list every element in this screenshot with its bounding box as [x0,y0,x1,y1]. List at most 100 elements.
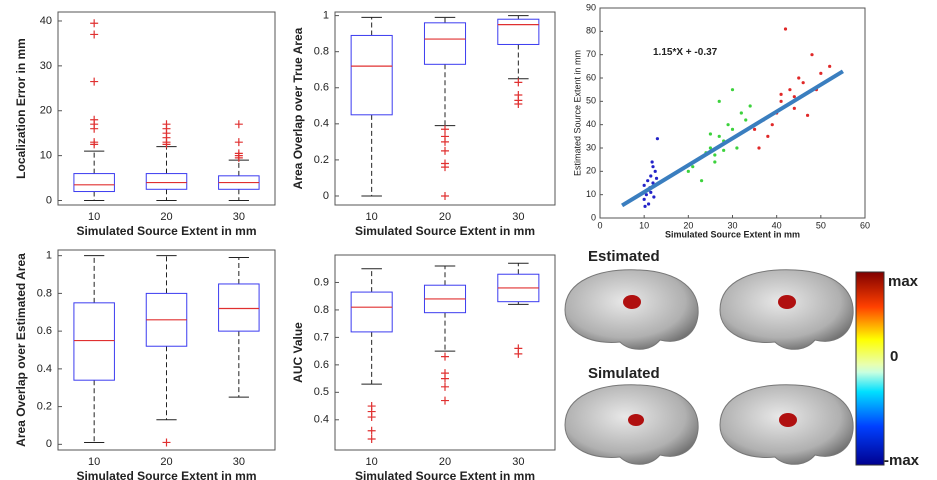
y-tick-label: 10 [586,189,596,199]
outlier [514,78,523,87]
point [655,137,660,141]
x-tick-label: 0 [597,220,602,230]
outlier [234,120,243,129]
row-label: Estimated [588,248,660,265]
brain [719,269,854,350]
point [649,190,653,194]
outlier [90,30,99,39]
outlier [234,138,243,147]
y-tick-label: 40 [586,119,596,129]
y-axis-label: Area Overlap over Estimated Area [14,253,28,447]
plot-frame [57,249,276,451]
point [691,165,695,169]
y-tick-label: 10 [40,150,52,162]
point [779,99,783,103]
y-tick-label: 20 [586,166,596,176]
x-tick-label: 30 [727,220,737,230]
x-tick-label: 30 [233,211,245,223]
point [730,88,735,92]
colorbar-label: 0 [890,348,898,365]
x-tick-label: 40 [772,220,782,230]
outlier [514,99,523,108]
outlier [367,413,376,422]
box [145,173,188,190]
point [643,204,647,208]
x-tick-label: 50 [816,220,826,230]
x-tick-label: 10 [639,220,649,230]
point [713,153,717,157]
y-tick-label: 0.7 [314,331,329,343]
y-tick-label: 0.4 [314,414,329,426]
point [650,160,654,164]
point [730,127,735,131]
x-tick-label: 60 [860,220,870,230]
outlier [441,382,449,391]
colorbar-label: -max [884,452,920,469]
point [717,134,721,138]
outlier [441,191,449,200]
point [739,111,743,115]
y-tick-label: 30 [40,60,52,72]
point [766,134,770,138]
point [805,113,810,117]
point [810,53,814,57]
y-tick-label: 0 [591,212,596,222]
point [653,169,657,173]
x-tick-label: 20 [439,456,451,468]
y-tick-label: 40 [40,15,52,27]
x-tick-label: 10 [88,456,100,468]
x-tick-label: 20 [160,456,172,468]
x-tick-label: 10 [366,211,378,223]
y-axis-label: Area Overlap over True Area [291,27,305,189]
point [652,195,656,199]
point [722,148,726,152]
box [73,302,115,381]
y-axis-label: Estimated Source Extent in mm [572,50,582,176]
outlier [367,426,376,435]
x-tick-label: 30 [512,456,524,468]
y-tick-label: 0.9 [314,276,329,288]
x-axis-label: Simulated Source Extent in mm [76,469,256,480]
box [497,18,540,45]
row-label: Simulated [588,365,660,382]
x-tick-label: 20 [160,211,172,223]
point [828,64,832,68]
box [73,173,115,193]
y-tick-label: 0.8 [314,304,329,316]
point [646,202,651,206]
x-tick-label: 10 [88,211,100,223]
outlier [441,146,449,155]
outlier [162,140,171,149]
point [649,174,653,178]
box [350,34,393,116]
point [713,160,717,164]
point [699,179,704,183]
y-tick-label: 0 [46,438,52,450]
outlier [441,125,449,134]
y-axis-label: AUC Value [291,322,305,383]
point [644,193,648,197]
y-tick-label: 1 [323,10,329,22]
point [686,169,690,173]
y-tick-label: 0.4 [314,118,329,130]
y-tick-label: 0.5 [314,386,329,398]
outlier [90,140,99,149]
point [752,127,757,131]
y-tick-label: 0.2 [37,401,52,413]
y-tick-label: 0.2 [314,154,329,166]
x-tick-label: 10 [366,456,378,468]
x-tick-label: 20 [683,220,693,230]
point [770,123,774,127]
point [708,132,713,136]
y-tick-label: 80 [586,26,596,36]
x-tick-label: 20 [439,211,451,223]
annotation: 1.15*X + -0.37 [653,47,718,58]
y-tick-label: 70 [586,49,596,59]
point [744,118,748,122]
point [651,181,655,185]
point [735,146,739,150]
y-tick-label: 0.6 [37,325,52,337]
y-tick-label: 1 [46,250,52,262]
brain [564,269,699,350]
